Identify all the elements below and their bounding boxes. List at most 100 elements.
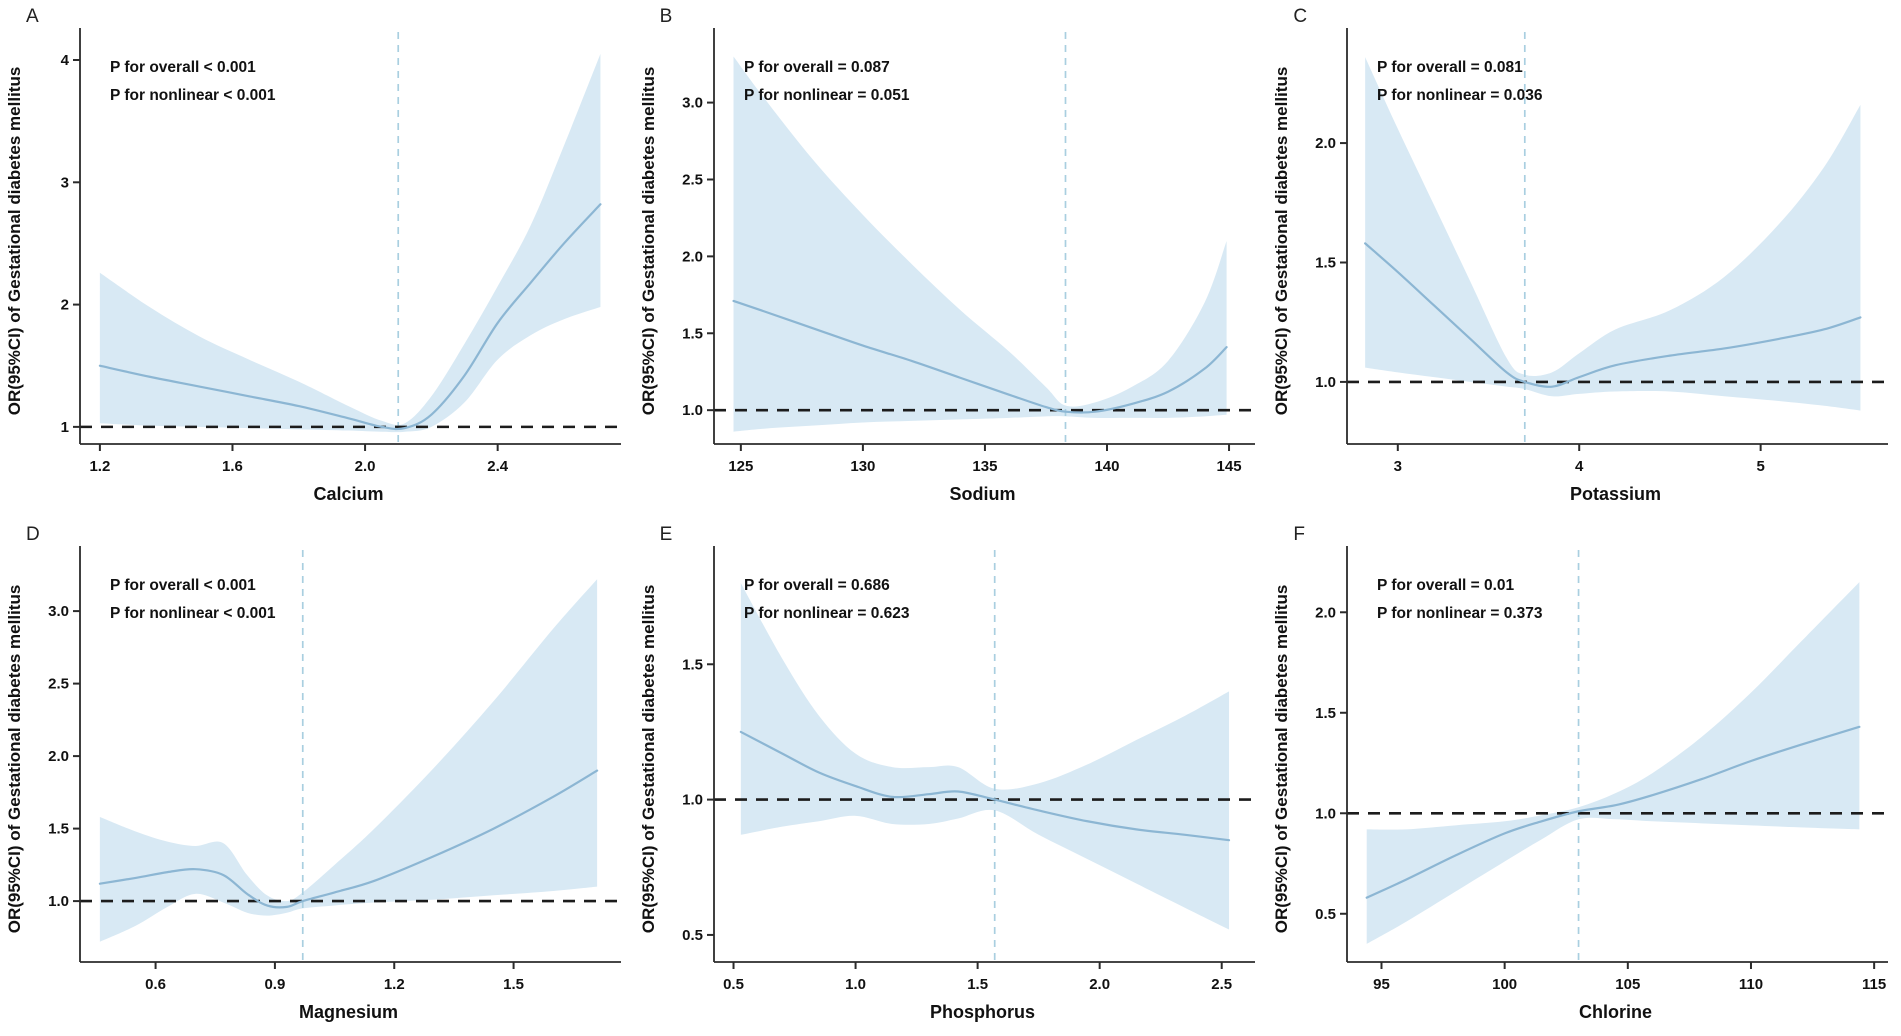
p-value-annotation: P for nonlinear = 0.036 <box>1377 87 1543 104</box>
x-tick-label: 4 <box>1575 458 1584 475</box>
p-value-annotation: P for overall < 0.001 <box>110 59 256 76</box>
y-axis-label: OR(95%CI) of Gestational diabetes mellit… <box>5 585 24 934</box>
y-tick-label: 3.0 <box>682 95 703 112</box>
rcs-plot-sodium: 125 130 135 140 145 1.0 1.5 2.0 2.5 3.0 Sodium OR(9… <box>639 28 1255 504</box>
spline-curve <box>739 730 1230 842</box>
y-tick-label: 1.5 <box>1315 254 1336 271</box>
y-tick-label: 2.5 <box>48 676 69 693</box>
confidence-band <box>99 53 601 433</box>
confidence-band <box>1367 582 1860 944</box>
y-axis-label: OR(95%CI) of Gestational diabetes mellit… <box>639 585 658 934</box>
rcs-plot-potassium: 3 4 5 1.0 1.5 2.0 Potassium OR(95%CI) of Gestat… <box>1272 28 1889 504</box>
y-tick-label: 0.5 <box>682 927 703 944</box>
x-tick-label: 1.5 <box>503 976 524 993</box>
x-tick-label: 0.6 <box>145 976 166 993</box>
y-tick-label: 2.0 <box>682 248 703 265</box>
y-tick-label: 1.0 <box>1315 374 1336 391</box>
panel-letter-e: E <box>659 524 673 545</box>
panel-letter-b: B <box>659 6 673 27</box>
x-tick-label: 2.4 <box>487 458 509 475</box>
confidence-band <box>733 56 1227 432</box>
y-tick-label: 2 <box>61 297 69 314</box>
x-axis-label: Phosphorus <box>930 1002 1035 1022</box>
x-tick-label: 0.9 <box>264 976 285 993</box>
panel-chlorine: F 95 100 105 110 115 0.5 1.0 1.5 2.0 Chlorine OR(9… <box>1267 518 1901 1036</box>
panel-letter-c: C <box>1293 6 1308 27</box>
panel-potassium: C 3 4 5 1.0 1.5 2.0 Potassium OR(95%CI) of Gest… <box>1267 0 1901 518</box>
panel-letter-f: F <box>1293 524 1305 545</box>
spline-curve <box>1364 242 1862 388</box>
y-axis-label: OR(95%CI) of Gestational diabetes mellit… <box>5 67 24 416</box>
x-tick-label: 140 <box>1094 458 1119 475</box>
x-tick-label: 95 <box>1373 976 1390 993</box>
y-tick-label: 1.5 <box>682 325 703 342</box>
p-value-annotation: P for overall < 0.001 <box>110 577 256 594</box>
x-tick-label: 1.5 <box>967 976 988 993</box>
x-tick-label: 0.5 <box>723 976 744 993</box>
y-axis-label: OR(95%CI) of Gestational diabetes mellit… <box>1272 585 1291 934</box>
p-value-annotation: P for nonlinear < 0.001 <box>110 605 276 622</box>
rcs-plot-chlorine: 95 100 105 110 115 0.5 1.0 1.5 2.0 Chlorine OR(95%… <box>1272 546 1889 1022</box>
y-tick-label: 2.0 <box>1315 135 1336 152</box>
y-tick-label: 1.0 <box>48 893 69 910</box>
y-tick-label: 2.0 <box>48 748 69 765</box>
x-axis-label: Calcium <box>313 484 383 504</box>
p-value-annotation: P for overall = 0.686 <box>744 577 890 594</box>
panel-phosphorus: E 0.5 1.0 1.5 2.0 2.5 0.5 1.0 1.5 Phosphorus OR(9… <box>634 518 1268 1036</box>
y-tick-label: 3 <box>61 174 69 191</box>
spline-curve <box>732 299 1228 414</box>
x-tick-label: 3 <box>1394 458 1402 475</box>
confidence-band <box>740 583 1229 930</box>
rcs-plot-phosphorus: 0.5 1.0 1.5 2.0 2.5 0.5 1.0 1.5 Phosphorus OR(95%… <box>639 546 1255 1022</box>
x-tick-label: 125 <box>728 458 753 475</box>
p-value-annotation: P for nonlinear = 0.623 <box>744 605 910 622</box>
confidence-band <box>1365 57 1861 411</box>
y-tick-label: 2.0 <box>1315 604 1336 621</box>
x-tick-label: 1.6 <box>222 458 243 475</box>
x-axis-label: Potassium <box>1570 484 1661 504</box>
x-tick-label: 5 <box>1757 458 1765 475</box>
confidence-band <box>99 579 598 942</box>
y-tick-label: 1 <box>61 419 69 436</box>
y-axis-label: OR(95%CI) of Gestational diabetes mellit… <box>639 67 658 416</box>
x-tick-label: 135 <box>972 458 997 475</box>
panel-letter-a: A <box>26 6 39 27</box>
p-value-annotation: P for overall = 0.01 <box>1377 577 1515 594</box>
spline-curve <box>98 769 599 909</box>
y-tick-label: 1.0 <box>1315 805 1336 822</box>
y-tick-label: 3.0 <box>48 603 69 620</box>
x-tick-label: 110 <box>1739 976 1763 993</box>
rcs-plot-magnesium: 0.6 0.9 1.2 1.5 1.0 1.5 2.0 2.5 3.0 Magnesium OR(9… <box>5 546 621 1022</box>
x-tick-label: 115 <box>1862 976 1886 993</box>
spline-curve <box>1365 725 1861 899</box>
x-axis-label: Chlorine <box>1579 1002 1652 1022</box>
y-tick-label: 1.0 <box>682 402 703 419</box>
y-tick-label: 0.5 <box>1315 906 1336 923</box>
x-tick-label: 2.0 <box>355 458 376 475</box>
x-axis-label: Magnesium <box>299 1002 398 1022</box>
p-value-annotation: P for nonlinear < 0.001 <box>110 87 276 104</box>
p-value-annotation: P for nonlinear = 0.373 <box>1377 605 1543 622</box>
p-value-annotation: P for overall = 0.081 <box>1377 59 1523 76</box>
x-tick-label: 1.2 <box>89 458 110 475</box>
panel-magnesium: D 0.6 0.9 1.2 1.5 1.0 1.5 2.0 2.5 3.0 Magnesium OR… <box>0 518 634 1036</box>
y-axis-label: OR(95%CI) of Gestational diabetes mellit… <box>1272 67 1291 416</box>
y-tick-label: 1.0 <box>682 792 703 809</box>
spline-curve <box>98 203 602 431</box>
rcs-plot-calcium: 1.2 1.6 2.0 2.4 1 2 3 4 Calcium OR(95%CI) of Gest… <box>5 28 621 504</box>
panel-calcium: A 1.2 1.6 2.0 2.4 1 2 3 4 Calcium OR(95%CI) of Ge… <box>0 0 634 518</box>
panel-letter-d: D <box>26 524 40 545</box>
x-tick-label: 1.2 <box>384 976 405 993</box>
panel-sodium: B 125 130 135 140 145 1.0 1.5 2.0 2.5 3.0 Sodium OR… <box>634 0 1268 518</box>
y-tick-label: 1.5 <box>48 821 69 838</box>
y-tick-label: 2.5 <box>682 171 703 188</box>
x-tick-label: 1.0 <box>845 976 866 993</box>
x-axis-label: Sodium <box>949 484 1015 504</box>
x-tick-label: 2.0 <box>1089 976 1110 993</box>
x-tick-label: 2.5 <box>1211 976 1232 993</box>
x-tick-label: 105 <box>1616 976 1641 993</box>
x-tick-label: 100 <box>1492 976 1517 993</box>
x-tick-label: 145 <box>1216 458 1241 475</box>
p-value-annotation: P for nonlinear = 0.051 <box>744 87 910 104</box>
